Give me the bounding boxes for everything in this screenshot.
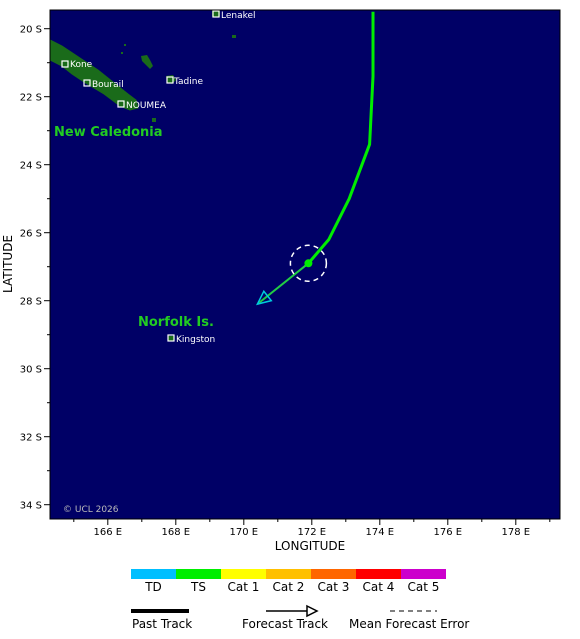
latitude-tick-label: 24 S — [20, 161, 42, 172]
place-marker — [61, 60, 69, 68]
place-bourail: Bourail — [83, 79, 124, 90]
copyright-notice: © UCL 2026 — [63, 505, 119, 515]
intensity-swatch — [221, 569, 266, 579]
region-label-new-caledonia: New Caledonia — [54, 125, 163, 140]
intensity-legend: TD TS Cat 1 Cat 2 Cat 3 Cat 4 Cat 5 Past Track… — [131, 569, 469, 631]
place-label: Bourail — [92, 80, 124, 90]
longitude-tick-label: 174 E — [366, 527, 395, 538]
islet-1 — [124, 44, 126, 46]
place-label: Tadine — [173, 77, 203, 87]
intensity-swatch — [401, 569, 446, 579]
tanna-island — [212, 10, 220, 17]
latitude-axis: 20 S 22 S 24 S 26 S 28 S 30 S 32 S 34 S — [20, 25, 50, 512]
place-marker — [83, 79, 91, 87]
intensity-label: Cat 2 — [273, 580, 305, 594]
intensity-swatch — [266, 569, 311, 579]
intensity-scale-labels: TD TS Cat 1 Cat 2 Cat 3 Cat 4 Cat 5 — [144, 580, 439, 594]
latitude-tick-label: 30 S — [20, 365, 42, 376]
latitude-tick-label: 28 S — [20, 297, 42, 308]
longitude-axis: 166 E 168 E 170 E 172 E 174 E 176 E 178 E — [73, 519, 551, 538]
intensity-swatch — [131, 569, 176, 579]
latitude-tick-label: 26 S — [20, 229, 42, 240]
norfolk-island — [168, 336, 174, 341]
forecast-track-legend-label: Forecast Track — [242, 617, 328, 631]
place-tadine: Tadine — [166, 76, 203, 87]
intensity-swatch — [311, 569, 356, 579]
intensity-label: Cat 3 — [318, 580, 350, 594]
intensity-scale-bar — [131, 569, 446, 579]
place-noumea: NOUMEA — [117, 100, 167, 111]
mean-forecast-error-circle — [289, 244, 328, 283]
past-track-line — [307, 11, 375, 265]
latitude-tick-label: 20 S — [20, 25, 42, 36]
place-label: NOUMEA — [126, 101, 167, 111]
new-caledonia-landmass — [49, 39, 139, 111]
longitude-tick-label: 176 E — [434, 527, 463, 538]
latitude-tick-label: 32 S — [20, 433, 42, 444]
place-marker — [117, 100, 125, 108]
longitude-tick-label: 178 E — [502, 527, 531, 538]
intensity-swatch — [356, 569, 401, 579]
longitude-tick-label: 166 E — [94, 527, 123, 538]
latitude-tick-label: 34 S — [20, 501, 42, 512]
region-label-norfolk: Norfolk Is. — [138, 315, 214, 330]
forecast-track-legend-arrow-icon — [306, 604, 319, 618]
current-position-marker — [304, 259, 313, 268]
place-marker — [212, 10, 220, 18]
place-label: Kingston — [176, 335, 215, 345]
place-kone: Kone — [61, 60, 93, 70]
aneityum-island — [232, 35, 236, 38]
longitude-axis-title: LONGITUDE — [275, 539, 345, 553]
place-label: Kone — [70, 60, 93, 70]
forecast-track-line — [256, 262, 310, 305]
intensity-label: Cat 4 — [363, 580, 395, 594]
latitude-tick-label: 22 S — [20, 93, 42, 104]
place-label: Lenakel — [221, 11, 256, 21]
map-frame — [49, 9, 561, 520]
place-marker — [167, 334, 175, 342]
intensity-swatch — [176, 569, 221, 579]
mean-error-legend-label: Mean Forecast Error — [349, 617, 469, 631]
isle-of-pines — [152, 118, 156, 122]
islet-2 — [121, 52, 123, 54]
forecast-arrowhead-icon — [256, 289, 273, 306]
intensity-label: Cat 5 — [408, 580, 440, 594]
latitude-axis-title: LATITUDE — [1, 235, 15, 293]
past-track-legend-label: Past Track — [132, 617, 192, 631]
intensity-label: Cat 1 — [228, 580, 260, 594]
map-panel: Lenakel Kone Tadine Bourail NOUMEA Kings… — [49, 10, 560, 519]
longitude-tick-label: 172 E — [298, 527, 327, 538]
ouvea-island — [141, 55, 153, 69]
place-kingston: Kingston — [167, 334, 215, 345]
place-lenakel: Lenakel — [212, 10, 256, 21]
longitude-tick-label: 170 E — [230, 527, 259, 538]
intensity-label: TS — [190, 580, 206, 594]
longitude-tick-label: 168 E — [162, 527, 191, 538]
place-marker — [166, 76, 174, 84]
intensity-label: TD — [144, 580, 162, 594]
